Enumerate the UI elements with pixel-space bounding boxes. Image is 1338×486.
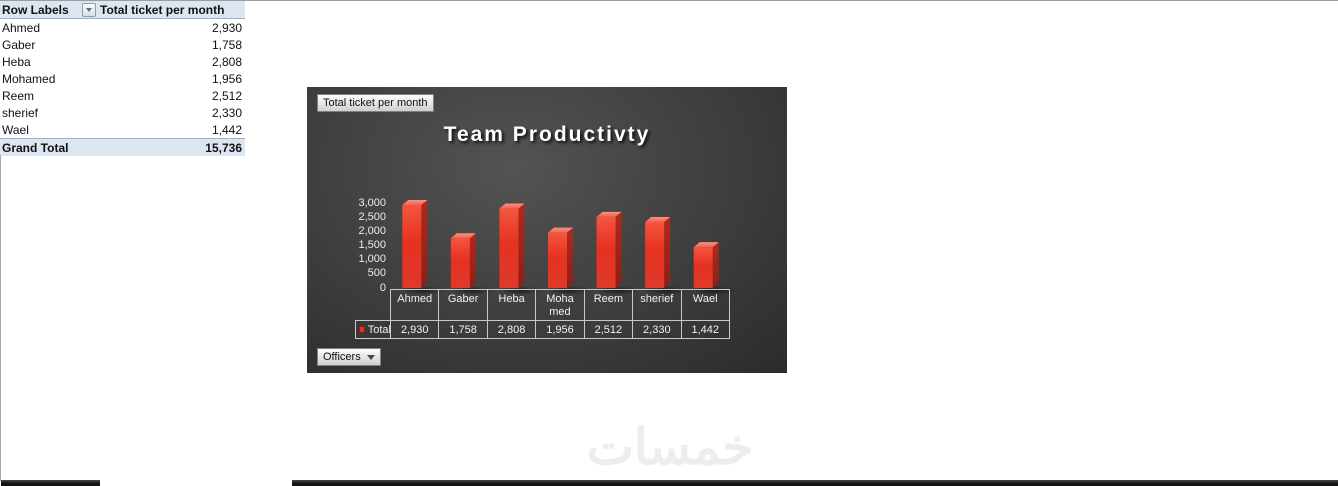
pivot-row-value[interactable]: 2,330: [211, 105, 242, 120]
category-label: Moha med: [536, 290, 585, 320]
pivot-table: Row Labels Total ticket per month Ahmed 2…: [0, 1, 245, 156]
pivot-grand-total-row[interactable]: Grand Total 15,736: [0, 138, 245, 156]
pivot-header-row-labels-cell[interactable]: Row Labels: [0, 2, 97, 17]
row-labels-filter-button[interactable]: [82, 2, 96, 17]
grand-total-value[interactable]: 15,736: [205, 140, 242, 155]
grand-total-label[interactable]: Grand Total: [2, 140, 69, 155]
pivot-row-value[interactable]: 1,758: [211, 37, 242, 52]
watermark-text: خمسات: [586, 419, 754, 475]
left-column-gridline: [0, 155, 1, 481]
pivot-header-row: Row Labels Total ticket per month: [0, 1, 245, 19]
chart-title: Team Productivty: [443, 123, 651, 146]
value-cell: 1,956: [536, 321, 585, 338]
pivot-row-value[interactable]: 1,442: [211, 122, 242, 137]
bottom-bar-left: [1, 480, 100, 486]
pivot-row[interactable]: Heba 2,808: [0, 53, 245, 70]
pivot-row[interactable]: Reem 2,512: [0, 87, 245, 104]
value-cell: 1,442: [691, 323, 719, 336]
chevron-down-icon: [366, 354, 375, 360]
pivot-header-value-cell[interactable]: Total ticket per month: [97, 3, 245, 17]
legend-marker-icon: [359, 326, 365, 333]
pivot-row-label[interactable]: Wael: [2, 122, 29, 137]
value-row: 2,930 1,758 2,808 1,956 2,512 2,330 1,442: [390, 320, 730, 339]
value-field-button[interactable]: Total ticket per month: [317, 94, 434, 112]
legend-cell: Total: [355, 320, 391, 339]
bottom-bar-right: [292, 480, 1338, 486]
category-label: Heba: [488, 290, 537, 320]
value-cell: 2,930: [391, 321, 440, 338]
chart-data-table: Ahmed Gaber Heba Moha med Reem sherief Wael 2,…: [390, 289, 730, 339]
value-cell: 2,808: [488, 321, 537, 338]
value-cell: 2,330: [633, 321, 682, 338]
top-gridline: [0, 0, 1338, 1]
pivot-row-value[interactable]: 2,930: [211, 20, 242, 35]
pivot-rows: Ahmed 2,930 Gaber 1,758 Heba 2,808 Mohamed 1,95…: [0, 19, 245, 138]
category-label: sherief: [633, 290, 682, 320]
pivot-row-label[interactable]: Ahmed: [2, 20, 41, 35]
category-label: Gaber: [439, 290, 488, 320]
pivot-row[interactable]: Mohamed 1,956: [0, 70, 245, 87]
pivot-row-value[interactable]: 2,808: [211, 54, 242, 69]
pivot-row-label[interactable]: Gaber: [2, 37, 36, 52]
value-column-header: Total ticket per month: [100, 2, 225, 17]
chevron-down-icon: [86, 7, 92, 12]
category-label: Ahmed: [391, 290, 440, 320]
pivot-row[interactable]: sherief 2,330: [0, 104, 245, 121]
axis-field-label: Officers: [323, 351, 361, 363]
category-row: Ahmed Gaber Heba Moha med Reem sherief Wael: [390, 289, 730, 320]
pivot-row[interactable]: Gaber 1,758: [0, 36, 245, 53]
pivot-row-label[interactable]: Reem: [2, 88, 35, 103]
legend-label: Total: [367, 323, 391, 336]
pivot-row-value[interactable]: 1,956: [211, 71, 242, 86]
pivot-row-label[interactable]: sherief: [2, 105, 39, 120]
pivot-row[interactable]: Ahmed 2,930: [0, 19, 245, 36]
value-cell: 1,758: [439, 321, 488, 338]
category-label: Wael: [692, 293, 718, 305]
pivot-row-label[interactable]: Heba: [2, 54, 31, 69]
axis-field-button[interactable]: Officers: [317, 348, 381, 366]
row-labels-header: Row Labels: [2, 2, 69, 17]
pivot-chart[interactable]: Total ticket per month Team Productivty …: [307, 87, 787, 373]
pivot-row[interactable]: Wael 1,442: [0, 121, 245, 138]
value-cell: 2,512: [585, 321, 634, 338]
pivot-row-label[interactable]: Mohamed: [2, 71, 56, 86]
pivot-row-value[interactable]: 2,512: [211, 88, 242, 103]
category-label: Reem: [585, 290, 634, 320]
bars-layer: [401, 199, 737, 295]
